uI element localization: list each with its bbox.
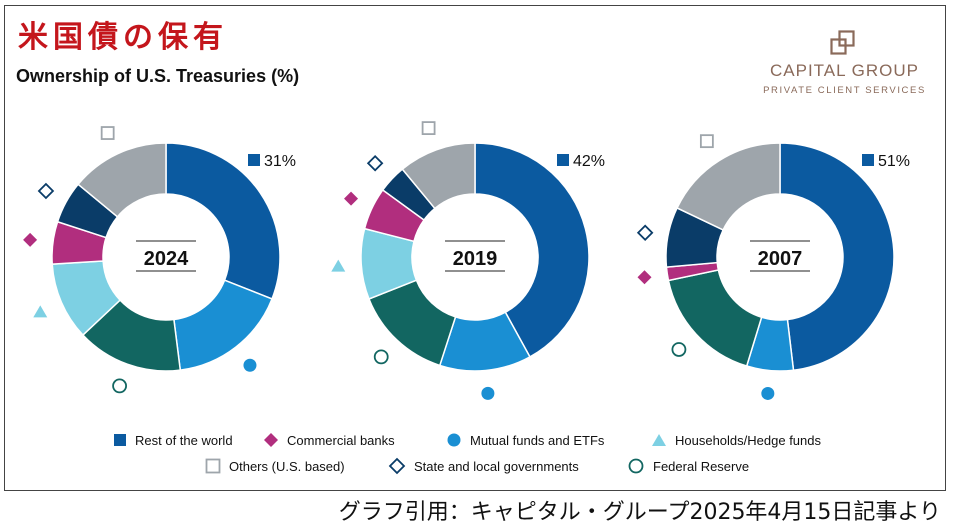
circle-open-marker-icon <box>671 342 687 357</box>
legend-item-state: State and local governments <box>388 456 579 476</box>
diamond-open-icon <box>388 457 406 475</box>
circle-open-icon <box>628 458 644 474</box>
diamond-open-marker-icon <box>37 182 55 200</box>
capital-group-logo: CAPITAL GROUP PRIVATE CLIENT SERVICES <box>752 30 937 100</box>
slice-rest <box>474 142 590 358</box>
square-filled-marker-icon <box>248 154 260 166</box>
diamond-open-marker-icon <box>636 224 654 242</box>
logo-name: CAPITAL GROUP <box>769 61 920 80</box>
logo-tagline: PRIVATE CLIENT SERVICES <box>763 85 926 96</box>
slice-others <box>401 142 476 210</box>
diamond-filled-marker-icon <box>23 232 38 247</box>
triangle-filled-marker-icon <box>331 259 346 272</box>
legend-label: Households/Hedge funds <box>675 432 821 448</box>
slice-others <box>676 142 781 231</box>
legend: Rest of the world Commercial banks Mutua… <box>0 428 953 480</box>
square-open-icon <box>205 458 221 474</box>
diamond-open-marker-icon <box>366 154 384 172</box>
donut-2024: 31% 2024 <box>23 126 296 394</box>
circle-filled-marker-icon <box>481 386 495 400</box>
legend-label: Others (U.S. based) <box>229 458 345 474</box>
legend-label: Commercial banks <box>287 432 395 448</box>
diamond-filled-marker-icon <box>344 191 359 206</box>
square-filled-marker-icon <box>862 154 874 166</box>
donut-2007: 51% 2007 <box>636 134 910 400</box>
highlight-value-label: 31% <box>264 153 296 170</box>
slice-rest <box>779 142 895 372</box>
slice-rest <box>165 142 281 300</box>
chart-frame <box>4 5 946 491</box>
circle-filled-marker-icon <box>243 358 257 372</box>
legend-label: State and local governments <box>414 458 579 474</box>
diamond-filled-icon <box>264 433 278 447</box>
legend-item-households: Households/Hedge funds <box>651 430 821 450</box>
legend-label: Mutual funds and ETFs <box>470 432 605 448</box>
circle-filled-marker-icon <box>761 386 775 400</box>
circle-open-marker-icon <box>112 378 127 394</box>
slice-mutual <box>173 279 273 371</box>
highlight-value-label: 51% <box>878 153 910 170</box>
year-label: 2019 <box>453 248 498 270</box>
square-open-marker-icon <box>100 126 115 140</box>
year-label: 2007 <box>758 248 803 270</box>
square-open-marker-icon <box>421 121 436 135</box>
circle-filled-icon <box>447 433 461 447</box>
square-filled-icon <box>114 434 126 446</box>
highlight-value-label: 42% <box>573 153 605 170</box>
legend-label: Rest of the world <box>135 432 233 448</box>
year-label: 2024 <box>144 248 189 270</box>
legend-item-fed: Federal Reserve <box>627 456 749 476</box>
diamond-filled-marker-icon <box>637 270 652 285</box>
legend-item-mutual: Mutual funds and ETFs <box>446 430 604 450</box>
chart-subtitle: Ownership of U.S. Treasuries (%) <box>16 66 300 86</box>
triangle-filled-icon <box>652 434 666 446</box>
slice-others <box>77 142 167 218</box>
page-title: 米国債の保有 <box>18 20 228 55</box>
legend-item-banks: Commercial banks <box>263 430 395 450</box>
logo-squares-icon <box>830 30 855 55</box>
donut-2019: 42% 2019 <box>331 121 605 400</box>
legend-item-others: Others (U.S. based) <box>205 456 345 476</box>
slice-fed <box>667 269 763 367</box>
legend-item-rest: Rest of the world <box>113 430 233 450</box>
legend-label: Federal Reserve <box>653 458 750 474</box>
square-filled-marker-icon <box>557 154 569 166</box>
triangle-filled-marker-icon <box>33 305 48 318</box>
circle-open-marker-icon <box>373 349 389 365</box>
square-open-marker-icon <box>699 134 714 149</box>
source-credit: グラフ引用：キャピタル・グループ2025年4月15日記事より <box>338 500 941 525</box>
